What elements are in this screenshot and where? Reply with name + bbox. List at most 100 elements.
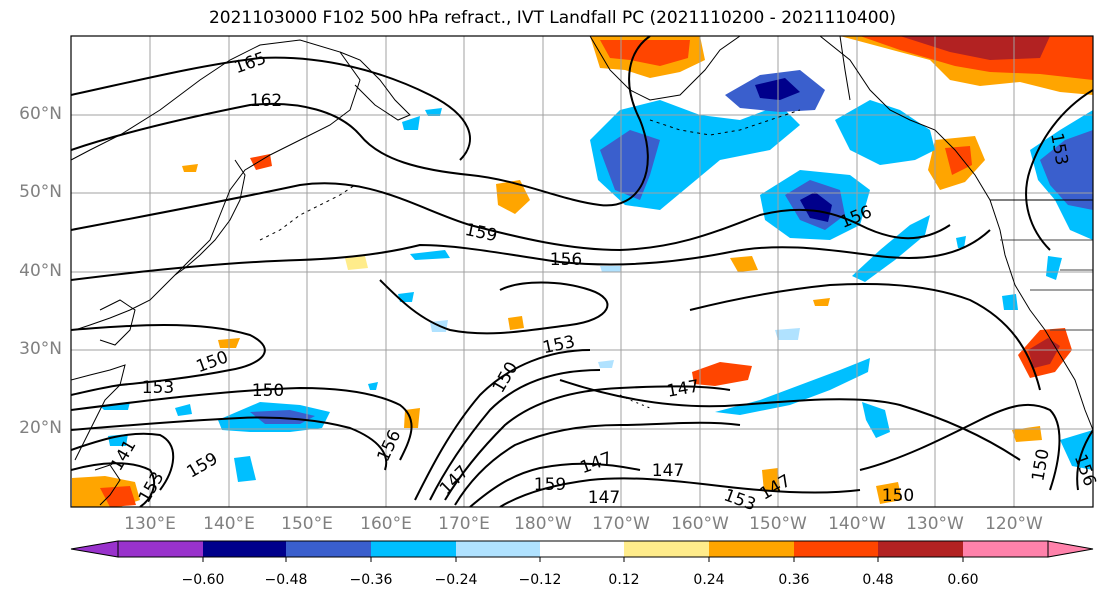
colorbar-frame bbox=[117, 540, 1049, 558]
colorbar-tick-label: −0.12 bbox=[518, 572, 562, 588]
colorbar-segment bbox=[540, 541, 624, 557]
kamchatka-coastline bbox=[339, 51, 411, 121]
lon-label: 130°W bbox=[906, 514, 964, 534]
lon-label: 170°E bbox=[438, 514, 490, 534]
colorbar-segment bbox=[371, 541, 456, 557]
kuril-islands bbox=[259, 184, 356, 241]
korea-coastline bbox=[99, 299, 136, 346]
negative-region bbox=[600, 266, 622, 272]
colorbar-tick-label: −0.60 bbox=[181, 572, 225, 588]
negative-region bbox=[835, 100, 935, 165]
colorbar-ticks bbox=[202, 557, 964, 562]
contour-line bbox=[71, 386, 413, 461]
positive-region bbox=[100, 486, 136, 507]
colorbar-tick-label: 0.60 bbox=[947, 572, 979, 588]
positive-region bbox=[1012, 426, 1042, 442]
contour-label: 162 bbox=[250, 91, 282, 111]
negative-region bbox=[398, 292, 414, 302]
colorbar-segment bbox=[203, 541, 286, 557]
contour-line bbox=[689, 282, 1041, 391]
lon-label: 160°W bbox=[671, 514, 729, 534]
contour-line bbox=[379, 279, 609, 335]
contour-lines bbox=[71, 36, 1093, 507]
alaska-coastline bbox=[589, 36, 741, 101]
contour-label: 150 bbox=[882, 486, 914, 506]
colorbar-segment bbox=[286, 541, 371, 557]
colorbar-segment bbox=[456, 541, 540, 557]
colorbar-segment bbox=[794, 541, 878, 557]
positive-region bbox=[182, 164, 198, 172]
negative-region bbox=[368, 382, 378, 390]
positive-region bbox=[945, 146, 972, 175]
positive-region bbox=[496, 180, 530, 214]
contour-line bbox=[71, 56, 471, 161]
positive-region bbox=[900, 36, 1050, 60]
negative-region bbox=[715, 358, 870, 415]
contour-line bbox=[469, 462, 641, 507]
lon-label: 140°E bbox=[203, 514, 255, 534]
aleutian-islands bbox=[649, 109, 801, 136]
colorbar-tick-label: −0.48 bbox=[264, 572, 308, 588]
positive-region bbox=[762, 468, 780, 492]
canada-border bbox=[839, 36, 851, 101]
contour-line bbox=[71, 432, 175, 491]
asia-coastline bbox=[71, 39, 361, 331]
negative-region bbox=[425, 108, 442, 116]
negative-region bbox=[234, 456, 256, 482]
negative-region bbox=[956, 236, 966, 248]
negative-region bbox=[775, 328, 800, 340]
positive-region bbox=[345, 256, 368, 270]
negative-region bbox=[800, 192, 832, 222]
contour-line bbox=[454, 421, 741, 506]
negative-region bbox=[1060, 430, 1093, 470]
contour-label: 147 bbox=[652, 461, 684, 481]
contour-line bbox=[71, 182, 951, 252]
colorbar-segment bbox=[878, 541, 963, 557]
contour-line bbox=[71, 229, 991, 281]
negative-region bbox=[1046, 256, 1062, 280]
lon-label: 170°W bbox=[592, 514, 650, 534]
positive-region bbox=[600, 40, 690, 66]
colorbar-tick-label: 0.24 bbox=[693, 572, 725, 588]
colorbar-max-extend bbox=[1047, 540, 1094, 558]
colorbar-segment bbox=[709, 541, 794, 557]
shaded-anomaly-regions bbox=[72, 36, 1093, 507]
lat-label: 20°N bbox=[19, 418, 62, 438]
contour-line bbox=[414, 349, 591, 501]
contour-line bbox=[71, 416, 388, 471]
colorbar-segment bbox=[624, 541, 709, 557]
contour-label: 156 bbox=[550, 250, 582, 270]
positive-region bbox=[813, 298, 830, 306]
contour-line bbox=[71, 462, 156, 507]
negative-region bbox=[1002, 294, 1018, 310]
lon-label: 120°W bbox=[985, 514, 1043, 534]
positive-region bbox=[692, 362, 752, 386]
contour-line bbox=[444, 385, 731, 501]
lon-label: 140°W bbox=[828, 514, 886, 534]
positive-region bbox=[730, 256, 758, 272]
colorbar bbox=[70, 540, 1094, 562]
negative-region bbox=[402, 116, 420, 130]
japan-coastline bbox=[174, 159, 246, 276]
positive-region bbox=[1028, 338, 1060, 368]
positive-region bbox=[876, 482, 902, 504]
contour-line bbox=[1076, 429, 1093, 491]
lat-label: 40°N bbox=[19, 261, 62, 281]
negative-region bbox=[600, 130, 660, 200]
colorbar-tick-label: −0.24 bbox=[434, 572, 478, 588]
contour-label: 147 bbox=[588, 488, 620, 508]
contour-line bbox=[71, 36, 651, 207]
contour-line bbox=[71, 324, 266, 396]
contour-label: 153 bbox=[142, 378, 174, 398]
colorbar-tick-label: 0.48 bbox=[862, 572, 894, 588]
lon-label: 150°W bbox=[749, 514, 807, 534]
lat-label: 60°N bbox=[19, 104, 62, 124]
colorbar-tick-label: 0.12 bbox=[608, 572, 640, 588]
positive-region bbox=[250, 154, 272, 170]
contour-line bbox=[429, 369, 601, 501]
lon-label: 150°E bbox=[281, 514, 333, 534]
map-title: 2021103000 F102 500 hPa refract., IVT La… bbox=[208, 8, 896, 28]
lon-label: 130°E bbox=[124, 514, 176, 534]
positive-region bbox=[508, 316, 524, 330]
contour-line bbox=[1025, 89, 1093, 251]
